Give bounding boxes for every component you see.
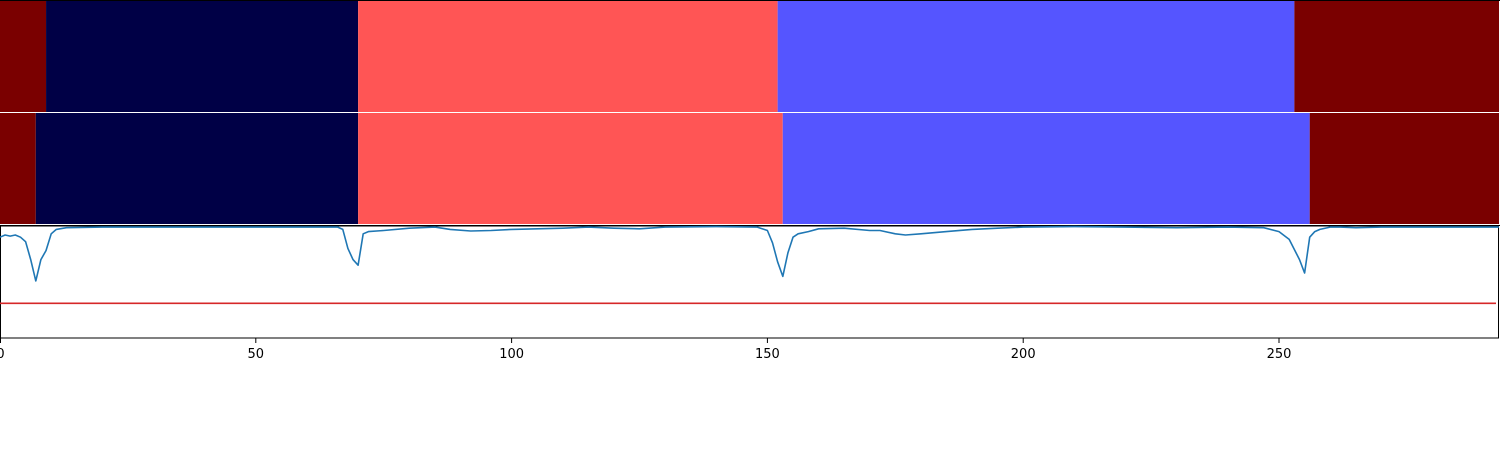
signal-panel-frame <box>0 225 1499 339</box>
segment-rows <box>0 0 1500 226</box>
segment-band-row1-5 <box>1294 1 1499 112</box>
segment-band-row2-5 <box>1309 113 1499 224</box>
segment-band-row1-4 <box>777 1 1295 112</box>
segment-band-row2-4 <box>782 113 1310 224</box>
x-axis: 0 50 100 150 200 250 <box>0 338 1291 362</box>
segment-band-row1-1 <box>0 1 47 112</box>
signal-line <box>0 225 1499 282</box>
x-tick-label-100: 100 <box>499 347 524 362</box>
segment-band-row2-1 <box>0 113 36 224</box>
signal-panel <box>0 225 1499 339</box>
segment-band-row1-3 <box>358 1 778 112</box>
x-tick-label-0: 0 <box>0 347 5 362</box>
segment-band-row1-2 <box>46 1 359 112</box>
x-tick-label-50: 50 <box>248 347 265 362</box>
x-tick-label-250: 250 <box>1267 347 1292 362</box>
x-tick-label-200: 200 <box>1011 347 1036 362</box>
segment-band-row2-3 <box>358 113 783 224</box>
segment-band-row2-2 <box>35 113 359 224</box>
x-tick-label-150: 150 <box>755 347 780 362</box>
